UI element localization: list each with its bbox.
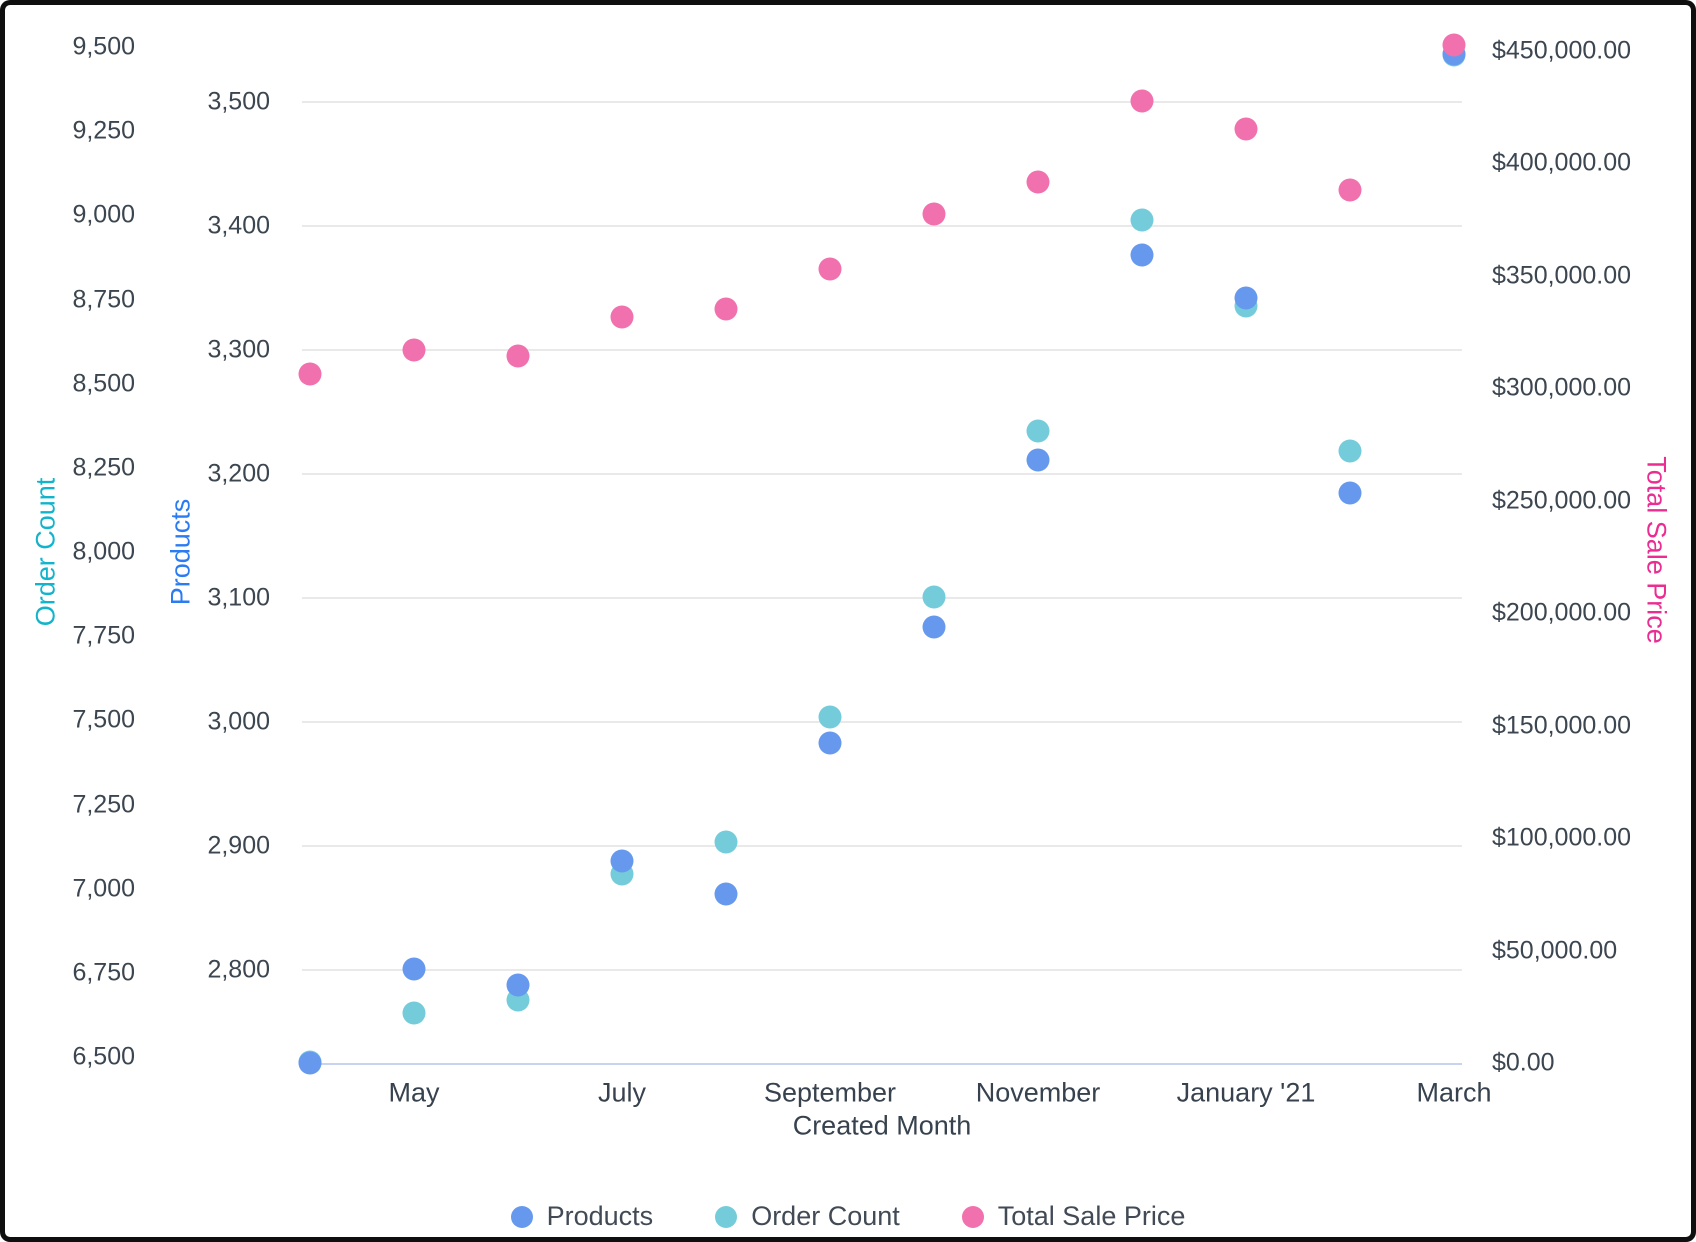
legend-item-label: Total Sale Price <box>997 1201 1186 1231</box>
x-tick-label: May <box>388 1077 440 1108</box>
dot-total-sale-price-june[interactable] <box>506 344 530 368</box>
total-sale-price-tick-label: $350,000.00 <box>1492 261 1632 290</box>
order-count-legend-dot-icon <box>715 1205 738 1228</box>
legend-item-label: Order Count <box>751 1201 900 1231</box>
dot-products-april[interactable] <box>298 1051 322 1075</box>
dot-products-january-21[interactable] <box>1234 286 1258 310</box>
order-count-tick-label: 8,000 <box>72 537 135 566</box>
x-tick-label: September <box>763 1077 897 1108</box>
dot-products-august[interactable] <box>714 882 738 906</box>
x-axis-title: Created Month <box>792 1110 972 1141</box>
legend-item-label: Products <box>546 1201 654 1231</box>
gridline-products-2,900 <box>302 845 1462 847</box>
products-tick-label: 3,500 <box>207 87 270 116</box>
products-tick-label: 3,000 <box>207 707 270 736</box>
dot-total-sale-price-march[interactable] <box>1442 33 1466 57</box>
dot-order-count-may[interactable] <box>402 1001 426 1025</box>
products-tick-label: 2,900 <box>207 831 270 860</box>
order-count-tick-label: 8,750 <box>72 285 135 313</box>
products-legend-dot-icon <box>510 1205 533 1228</box>
gridline-products-3,100 <box>302 597 1462 599</box>
x-tick-label: July <box>597 1077 647 1108</box>
dot-order-count-february[interactable] <box>1338 439 1362 463</box>
dot-order-count-november[interactable] <box>1026 419 1050 443</box>
dot-products-july[interactable] <box>610 849 634 873</box>
order-count-tick-label: 8,250 <box>72 453 135 482</box>
dot-total-sale-price-february[interactable] <box>1338 178 1362 202</box>
dot-total-sale-price-december[interactable] <box>1130 89 1154 113</box>
dot-products-september[interactable] <box>818 731 842 755</box>
order-count-tick-label: 7,250 <box>72 790 135 818</box>
dot-products-december[interactable] <box>1130 243 1154 267</box>
products-tick-label: 3,300 <box>207 335 270 364</box>
order-count-tick-label: 6,750 <box>72 958 135 987</box>
order-count-tick-label: 7,000 <box>72 874 135 903</box>
dot-order-count-september[interactable] <box>818 705 842 729</box>
order-count-tick-label: 9,500 <box>72 32 135 61</box>
dot-products-may[interactable] <box>402 957 426 981</box>
x-axis-line <box>302 1063 1462 1065</box>
chart-legend: Products Order Count Total Sale Price <box>0 1201 1696 1232</box>
gridline-products-3,000 <box>302 721 1462 723</box>
gridline-products-3,300 <box>302 349 1462 351</box>
total-sale-price-tick-label: $0.00 <box>1492 1048 1555 1077</box>
dot-total-sale-price-november[interactable] <box>1026 170 1050 194</box>
dot-products-june[interactable] <box>506 973 530 997</box>
order-count-tick-label: 9,250 <box>72 116 135 145</box>
total-sale-price-tick-label: $250,000.00 <box>1492 486 1632 515</box>
products-tick-label: 3,100 <box>207 583 270 612</box>
dot-total-sale-price-april[interactable] <box>298 362 322 386</box>
order-count-axis-title: Order Count <box>30 477 61 627</box>
total-sale-price-axis-title: Total Sale Price <box>1641 456 1672 644</box>
total-sale-price-tick-label: $150,000.00 <box>1492 711 1632 740</box>
x-tick-label: March <box>1416 1077 1492 1108</box>
total-sale-price-tick-label: $50,000.00 <box>1492 936 1618 965</box>
dot-order-count-august[interactable] <box>714 830 738 854</box>
x-tick-label: November <box>975 1077 1101 1108</box>
dot-total-sale-price-july[interactable] <box>610 305 634 329</box>
order-count-tick-label: 6,500 <box>72 1042 135 1071</box>
total-sale-price-legend-dot-icon <box>961 1205 984 1228</box>
dot-products-february[interactable] <box>1338 481 1362 505</box>
legend-item-products[interactable]: Products <box>510 1201 654 1232</box>
products-tick-label: 3,200 <box>207 459 270 488</box>
order-count-tick-label: 7,500 <box>72 705 135 734</box>
gridline-products-3,500 <box>302 101 1462 103</box>
dot-total-sale-price-january-21[interactable] <box>1234 117 1258 141</box>
dot-total-sale-price-august[interactable] <box>714 297 738 321</box>
dot-products-november[interactable] <box>1026 448 1050 472</box>
gridline-products-3,400 <box>302 225 1462 227</box>
dot-total-sale-price-september[interactable] <box>818 257 842 281</box>
total-sale-price-tick-label: $450,000.00 <box>1492 36 1632 65</box>
gridline-products-2,800 <box>302 969 1462 971</box>
products-tick-label: 3,400 <box>207 211 270 240</box>
total-sale-price-tick-label: $200,000.00 <box>1492 598 1632 627</box>
order-count-tick-label: 7,750 <box>72 621 135 650</box>
x-tick-label: January '21 <box>1176 1077 1316 1108</box>
dot-total-sale-price-october[interactable] <box>922 202 946 226</box>
order-count-tick-label: 8,500 <box>72 369 135 398</box>
dot-order-count-october[interactable] <box>922 585 946 609</box>
order-count-tick-label: 9,000 <box>72 200 135 229</box>
total-sale-price-tick-label: $300,000.00 <box>1492 373 1632 402</box>
total-sale-price-tick-label: $400,000.00 <box>1492 148 1632 177</box>
products-tick-label: 2,800 <box>207 955 270 984</box>
legend-item-order-count[interactable]: Order Count <box>715 1201 900 1232</box>
gridline-products-3,200 <box>302 473 1462 475</box>
dot-order-count-december[interactable] <box>1130 208 1154 232</box>
legend-item-total-sale-price[interactable]: Total Sale Price <box>961 1201 1186 1232</box>
dot-products-october[interactable] <box>922 615 946 639</box>
total-sale-price-tick-label: $100,000.00 <box>1492 823 1632 852</box>
dot-total-sale-price-may[interactable] <box>402 338 426 362</box>
products-axis-title: Products <box>165 498 196 606</box>
